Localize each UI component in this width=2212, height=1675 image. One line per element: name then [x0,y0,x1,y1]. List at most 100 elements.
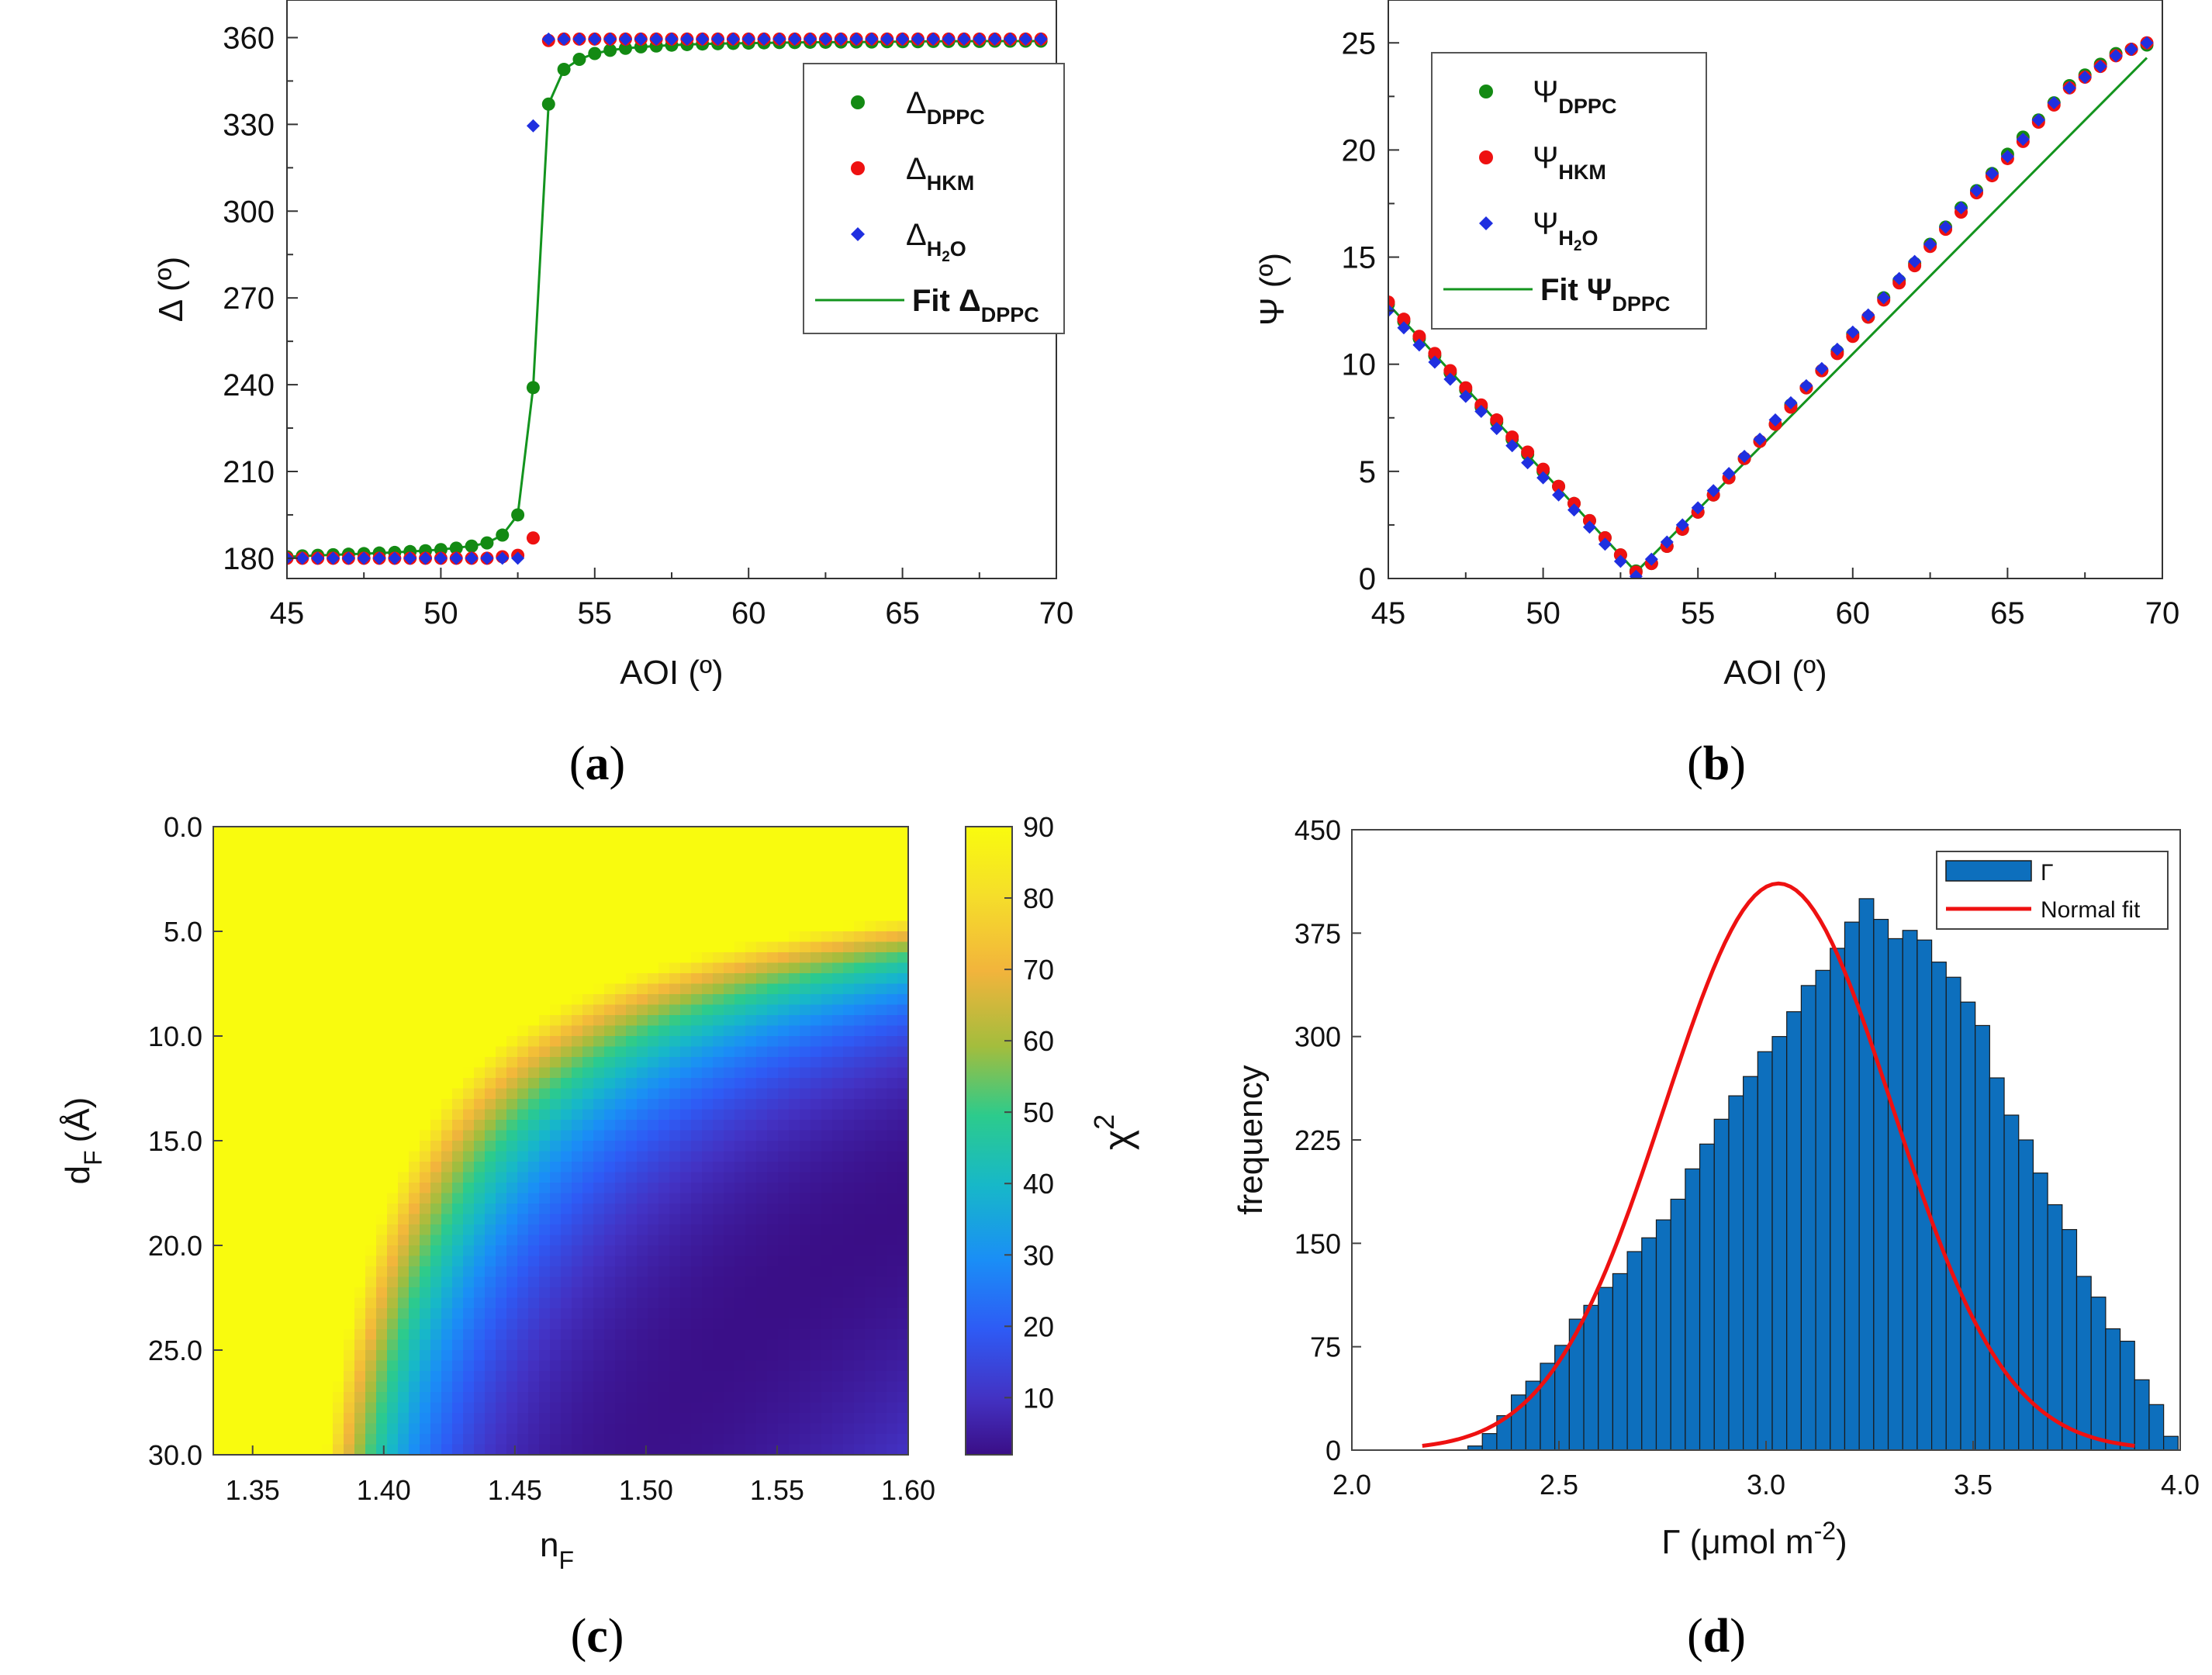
panel-c-heatmap-cell [289,1444,301,1456]
panel-c-heatmap-cell [778,858,790,869]
panel-c-heatmap-cell [496,1067,507,1079]
panel-c-heatmap-cell [474,962,486,974]
panel-c-heatmap-cell [876,1057,887,1069]
panel-c-heatmap-cell [528,973,540,985]
panel-c-heatmap-cell [441,1214,453,1225]
panel-c-heatmap-cell [333,1141,344,1152]
panel-c-heatmap-cell [702,1276,714,1288]
panel-c-colorbar-tick-label: 80 [1023,882,1054,914]
panel-c-heatmap-cell [756,1381,768,1393]
panel-c-heatmap-cell [268,1130,279,1141]
panel-c-heatmap-cell [550,1015,562,1027]
panel-c-heatmap-cell [354,1434,366,1445]
panel-d-histogram-bar [1598,1286,1614,1451]
panel-c-heatmap-cell [572,1255,583,1267]
panel-c-heatmap-cell [528,1402,540,1414]
panel-c-heatmap-cell [810,879,822,890]
panel-c-heatmap-cell [387,1276,399,1288]
panel-a-point-dppc [618,41,632,55]
panel-c-heatmap-cell [420,1204,431,1215]
panel-c-heatmap-cell [745,1015,757,1027]
panel-c-heatmap-cell [506,827,518,838]
panel-c-heatmap-cell [409,858,420,869]
panel-c-heatmap-cell [626,837,638,848]
panel-c-heatmap-cell [517,1392,529,1404]
panel-c-heatmap-cell [463,1444,475,1456]
panel-c-heatmap-cell [528,1004,540,1016]
panel-c-heatmap-cell [702,1109,714,1121]
legend-label-sub: DPPC [981,303,1039,326]
panel-c-heatmap-cell [669,1120,681,1131]
panel-c-heatmap-cell [333,1308,344,1320]
panel-c-heatmap-cell [333,900,344,911]
panel-c-heatmap-cell [300,1339,312,1351]
panel-c-heatmap-cell [756,931,768,943]
panel-c-heatmap-cell [593,1172,605,1183]
panel-c-heatmap-cell [582,1099,594,1110]
panel-label-close: ) [608,1610,624,1663]
panel-c-heatmap-cell [767,973,779,985]
panel-a-xtick-label: 45 [270,596,305,630]
panel-c-heatmap-cell [278,879,290,890]
panel-c-heatmap-cell [713,1162,724,1173]
panel-c-heatmap-cell [398,1120,410,1131]
panel-c-heatmap-cell [322,1402,334,1414]
panel-c-heatmap-cell [702,1172,714,1183]
panel-c-heatmap-cell [452,1214,464,1225]
panel-c-heatmap-cell [887,1151,898,1162]
panel-c-heatmap-cell [789,1276,800,1288]
panel-c-heatmap-cell [463,1235,475,1246]
panel-a-point-h2o [911,32,925,46]
panel-c-heatmap-cell [376,1151,388,1162]
panel-c-heatmap-cell [235,900,247,911]
panel-c-heatmap-cell [528,1276,540,1288]
panel-c-heatmap-cell [474,1004,486,1016]
panel-c-heatmap-cell [224,1371,236,1383]
panel-c-heatmap-cell [832,1214,844,1225]
panel-c-heatmap-cell [452,848,464,859]
panel-c-heatmap-cell [887,900,898,911]
panel-c-heatmap-cell [409,1245,420,1257]
panel-c-heatmap-cell [843,941,855,953]
panel-c-heatmap-cell [572,1235,583,1246]
panel-a-legend-label: ΔHKM [906,152,974,195]
panel-c-heatmap-cell [441,1172,453,1183]
panel-c-heatmap-cell [615,1204,627,1215]
panel-c-heatmap-cell [387,1245,399,1257]
panel-c-heatmap-cell [843,1276,855,1288]
panel-c-heatmap-cell [441,1287,453,1299]
panel-c-heatmap-cell [506,1214,518,1225]
panel-c-heatmap-cell [213,1046,225,1058]
panel-c-heatmap-cell [702,1099,714,1110]
panel-a-point-h2o [680,32,694,46]
panel-c-heatmap-cell [528,1360,540,1372]
panel-c-heatmap-cell [235,931,247,943]
panel-c-heatmap-cell [452,1204,464,1215]
panel-c-heatmap-cell [648,1266,659,1278]
panel-b-point-h2o [1443,372,1457,386]
panel-c-heatmap-cell [800,983,811,995]
panel-c-heatmap-cell [246,1371,257,1383]
panel-c-heatmap-cell [887,1141,898,1152]
panel-c-heatmap-cell [734,858,746,869]
panel-c-heatmap-cell [333,1004,344,1016]
panel-c-heatmap-cell [767,1287,779,1299]
panel-c-heatmap-cell [235,1245,247,1257]
panel-c-heatmap-cell [713,973,724,985]
panel-c-heatmap-cell [257,1235,268,1246]
panel-c-heatmap-cell [800,1036,811,1048]
panel-c-heatmap-cell [745,1204,757,1215]
panel-c-heatmap-cell [876,1036,887,1048]
panel-c-heatmap-cell [800,910,811,922]
panel-c-heatmap-cell [365,920,377,932]
panel-c-heatmap-cell [887,1183,898,1194]
panel-c-heatmap-cell [344,1088,355,1100]
panel-c-heatmap-cell [485,848,496,859]
panel-c-heatmap-cell [572,973,583,985]
panel-b-point-h2o [1428,355,1442,369]
panel-c-heatmap-cell [268,1360,279,1372]
panel-c-heatmap-cell [398,1088,410,1100]
panel-c-heatmap-cell [582,1141,594,1152]
panel-c-heatmap-cell [734,1276,746,1288]
panel-c-heatmap-cell [876,1015,887,1027]
